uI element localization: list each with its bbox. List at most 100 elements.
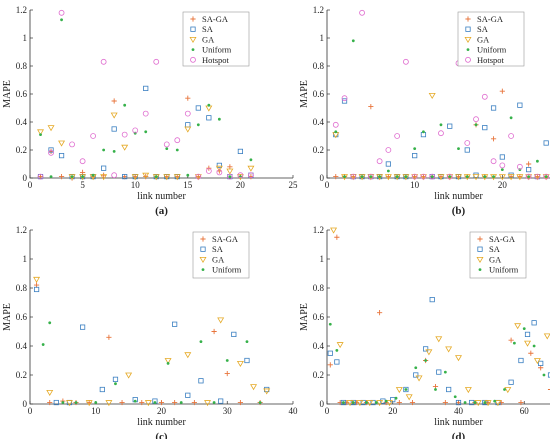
data-point (79, 174, 87, 181)
data-point (175, 148, 179, 152)
data-point (499, 88, 505, 94)
data-point (376, 400, 384, 407)
data-point (122, 173, 128, 180)
data-point (543, 333, 550, 340)
data-point (153, 58, 160, 65)
data-point (101, 172, 107, 178)
legend-marker (466, 48, 470, 51)
data-point (119, 399, 125, 406)
data-point (131, 174, 139, 181)
data-point (199, 340, 203, 344)
x-tick-label: 30 (223, 406, 233, 416)
data-point (196, 123, 200, 127)
data-point (394, 133, 401, 139)
data-point (101, 165, 107, 171)
legend-entry: GA (212, 254, 225, 264)
data-point (206, 115, 212, 121)
legend-entry: SA-GA (202, 14, 229, 24)
x-tick-label: 10 (410, 180, 420, 190)
data-point (74, 401, 78, 404)
data-point (442, 399, 448, 406)
data-point (179, 401, 183, 404)
legend-marker (201, 268, 205, 271)
data-point (65, 400, 73, 407)
data-point (191, 399, 197, 406)
data-point (484, 400, 492, 407)
data-point (446, 173, 453, 180)
data-point (37, 174, 44, 180)
data-point (359, 9, 365, 16)
data-point (33, 282, 40, 288)
data-point (514, 323, 522, 330)
data-point (526, 166, 532, 173)
data-point (263, 388, 271, 395)
data-point (414, 366, 418, 370)
data-point (385, 400, 393, 407)
data-point (492, 175, 495, 179)
y-tick-label: 1 (23, 254, 28, 264)
data-point (483, 401, 487, 404)
legend-marker (191, 48, 195, 51)
data-point (184, 352, 192, 359)
series-ga (332, 93, 550, 181)
data-point (327, 350, 333, 356)
data-point (411, 173, 418, 180)
data-point (216, 162, 222, 168)
series-sa-ga (327, 234, 550, 406)
data-point (90, 133, 97, 139)
series-sa (327, 297, 550, 406)
y-tick-label: 0.4 (313, 341, 325, 351)
legend-marker (476, 257, 484, 263)
data-point (430, 175, 434, 179)
data-point (185, 392, 191, 398)
y-axis-title: MAPE (2, 303, 13, 331)
data-point (412, 152, 418, 159)
legend-entry: SA (212, 244, 224, 254)
data-point (205, 105, 213, 112)
x-tick-label: 15 (183, 180, 193, 190)
data-point (542, 373, 546, 377)
data-point (384, 174, 392, 181)
data-point (508, 379, 514, 385)
data-point (424, 359, 428, 362)
legend-marker (477, 236, 483, 242)
data-point (99, 386, 105, 393)
x-axis-title: link number (137, 191, 186, 202)
axes-frame (29, 230, 293, 405)
data-point (509, 116, 513, 120)
data-point (228, 175, 232, 179)
x-axis-title: link number (434, 417, 483, 428)
data-point (498, 174, 506, 181)
data-point (411, 174, 419, 181)
data-point (368, 104, 374, 110)
legend-marker (190, 56, 196, 63)
data-point (204, 400, 212, 407)
legend-marker (477, 246, 483, 252)
data-point (517, 102, 523, 108)
data-point (194, 174, 202, 181)
y-tick-label: 1 (320, 254, 325, 264)
chart-panel-1: 0 5 10 15 20 25 0 0.2 0.4 0.6 0.8 1 1.2 link number MA… (2, 5, 298, 217)
data-point (396, 399, 402, 406)
data-point (164, 358, 172, 365)
data-point (226, 173, 233, 180)
data-point (544, 175, 548, 179)
data-point (48, 149, 54, 156)
data-point (212, 401, 216, 404)
data-point (395, 175, 399, 179)
data-point (464, 387, 472, 394)
x-tick-label: 10 (131, 180, 141, 190)
data-point (125, 372, 133, 379)
y-tick-label: 0 (320, 399, 325, 409)
data-point (455, 174, 462, 181)
data-point (507, 174, 515, 181)
data-point (518, 357, 524, 364)
data-point (185, 122, 191, 128)
data-point (384, 399, 388, 403)
data-point (474, 400, 482, 407)
data-point (366, 400, 374, 407)
data-point (493, 399, 497, 403)
data-point (499, 154, 505, 160)
data-point (163, 174, 171, 181)
data-point (413, 147, 417, 151)
